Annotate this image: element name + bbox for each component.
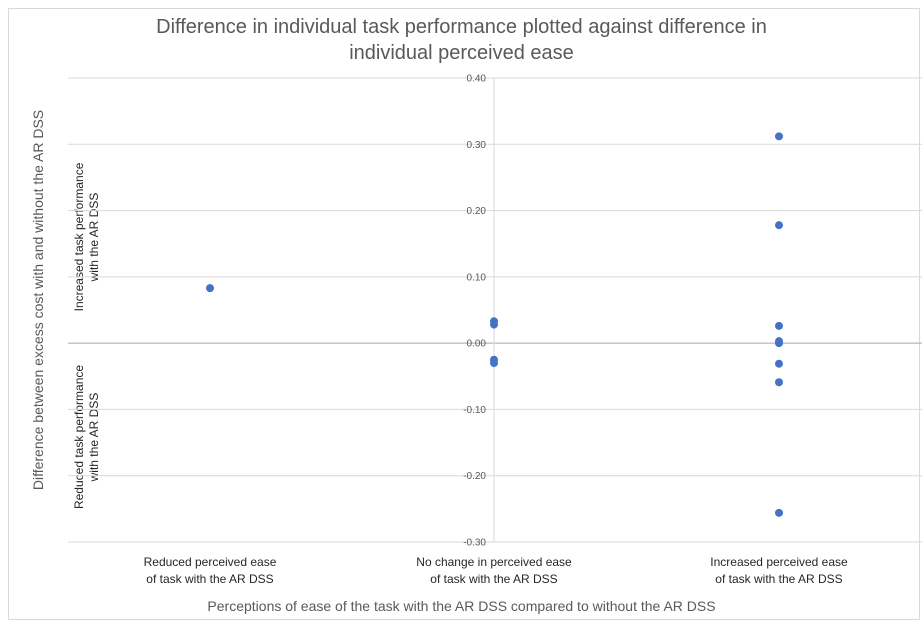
- category-label-increased-line1: Increased perceived ease: [710, 555, 848, 569]
- chart-frame: [8, 8, 920, 620]
- y-tick-label: 0.30: [467, 140, 487, 151]
- y-tick-label: 0.10: [467, 272, 487, 283]
- y-tick-label: -0.30: [463, 538, 486, 549]
- chart-title-line1: Difference in individual task performanc…: [156, 16, 767, 38]
- y-tick-label: -0.20: [463, 471, 486, 482]
- data-point: [490, 320, 498, 329]
- data-point: [775, 321, 783, 330]
- y-tick-label: 0.20: [467, 206, 487, 217]
- data-point: [775, 508, 783, 517]
- data-point: [775, 339, 783, 348]
- x-axis-title: Perceptions of ease of the task with the…: [207, 598, 716, 614]
- category-label-reduced-line2: of task with the AR DSS: [146, 572, 274, 586]
- category-label-reduced-line1: Reduced perceived ease: [143, 555, 277, 569]
- data-point: [775, 378, 783, 387]
- data-point: [775, 221, 783, 230]
- data-point: [775, 132, 783, 141]
- y-tick-label: -0.10: [463, 405, 486, 416]
- category-label-no-change-line1: No change in perceived ease: [416, 555, 572, 569]
- y-tick-label: 0.40: [467, 74, 487, 85]
- category-label-reduced: Reduced perceived ease of task with the …: [90, 554, 330, 588]
- data-point: [490, 359, 498, 368]
- category-label-no-change-line2: of task with the AR DSS: [430, 572, 558, 586]
- chart-title-line2: individual perceived ease: [349, 42, 574, 64]
- chart-title: Difference in individual task performanc…: [0, 14, 923, 66]
- data-point: [206, 284, 214, 293]
- data-point: [775, 359, 783, 368]
- category-label-increased: Increased perceived ease of task with th…: [659, 554, 899, 588]
- y-tick-label: 0.00: [467, 339, 487, 350]
- category-label-increased-line2: of task with the AR DSS: [715, 572, 843, 586]
- category-label-no-change: No change in perceived ease of task with…: [374, 554, 614, 588]
